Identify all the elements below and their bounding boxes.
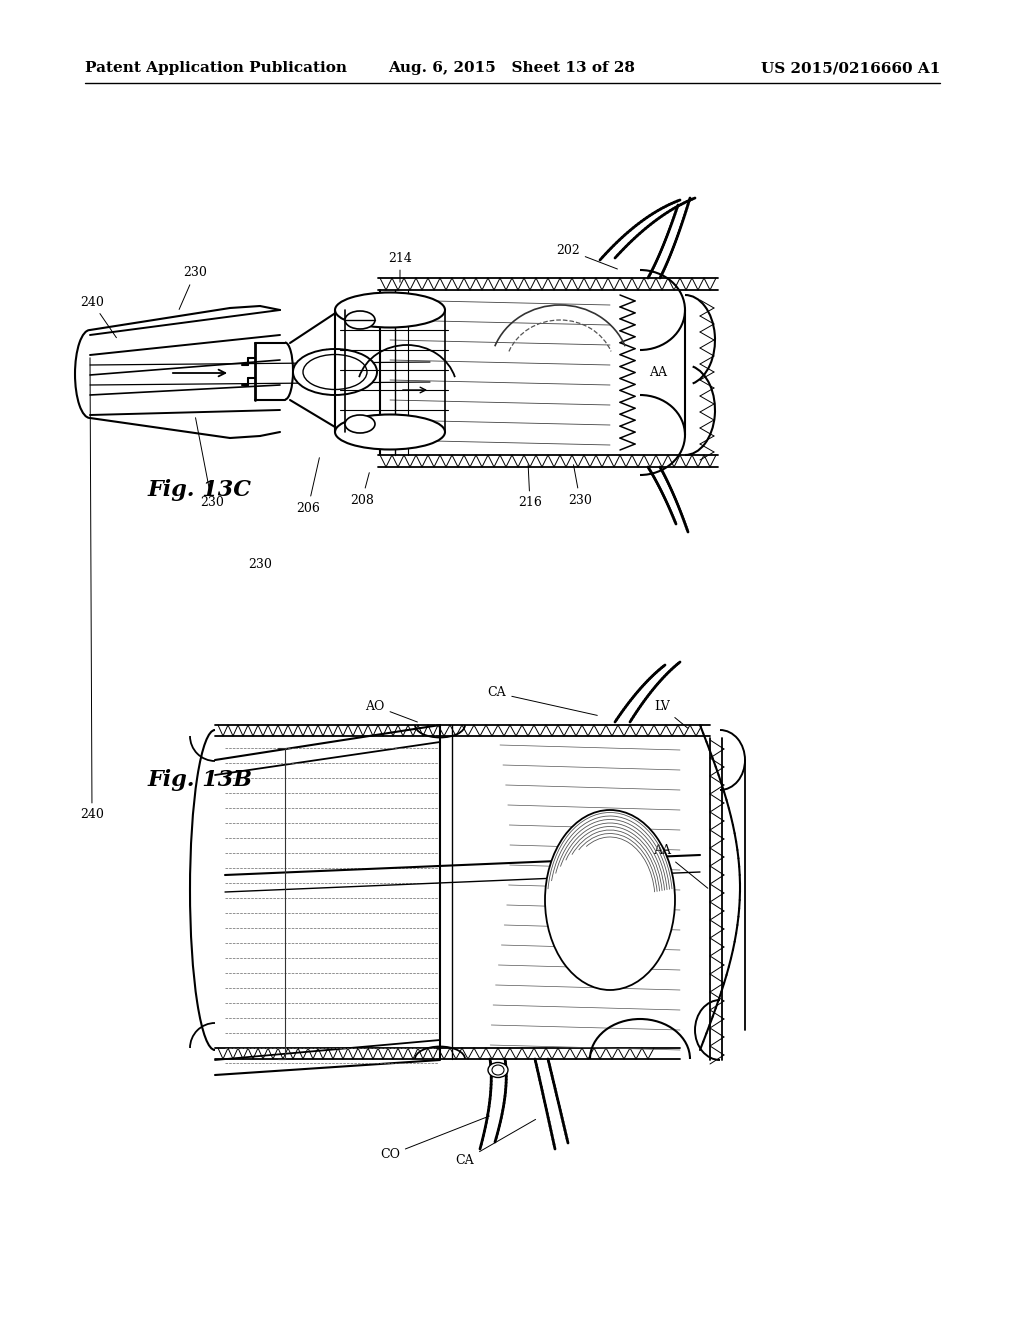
Text: Aug. 6, 2015   Sheet 13 of 28: Aug. 6, 2015 Sheet 13 of 28 — [388, 61, 636, 75]
Text: 240: 240 — [80, 358, 104, 821]
Ellipse shape — [293, 348, 377, 395]
Text: 240: 240 — [80, 296, 117, 338]
Text: 214: 214 — [388, 252, 412, 282]
Text: US 2015/0216660 A1: US 2015/0216660 A1 — [761, 61, 940, 75]
Text: 216: 216 — [518, 465, 542, 510]
Text: 202: 202 — [556, 243, 617, 269]
Text: Patent Application Publication: Patent Application Publication — [85, 61, 347, 75]
Text: 230: 230 — [568, 465, 592, 507]
Text: CO: CO — [380, 1115, 489, 1162]
Ellipse shape — [545, 810, 675, 990]
Ellipse shape — [303, 355, 367, 389]
Text: CA: CA — [456, 1119, 536, 1167]
Text: LV: LV — [654, 701, 688, 729]
Ellipse shape — [335, 293, 445, 327]
Text: 230: 230 — [179, 267, 207, 309]
Ellipse shape — [345, 414, 375, 433]
Ellipse shape — [492, 1065, 504, 1074]
Ellipse shape — [488, 1063, 508, 1077]
Text: 208: 208 — [350, 473, 374, 507]
Ellipse shape — [345, 312, 375, 329]
Text: 230: 230 — [196, 417, 224, 510]
Text: AA: AA — [653, 845, 708, 888]
Text: AA: AA — [649, 366, 667, 379]
Text: Fig. 13B: Fig. 13B — [148, 770, 253, 791]
Text: CA: CA — [487, 686, 597, 715]
Text: 230: 230 — [248, 558, 272, 572]
Text: Fig. 13C: Fig. 13C — [148, 479, 252, 502]
Ellipse shape — [335, 414, 445, 450]
Text: 206: 206 — [296, 458, 319, 515]
Text: AO: AO — [366, 700, 418, 722]
